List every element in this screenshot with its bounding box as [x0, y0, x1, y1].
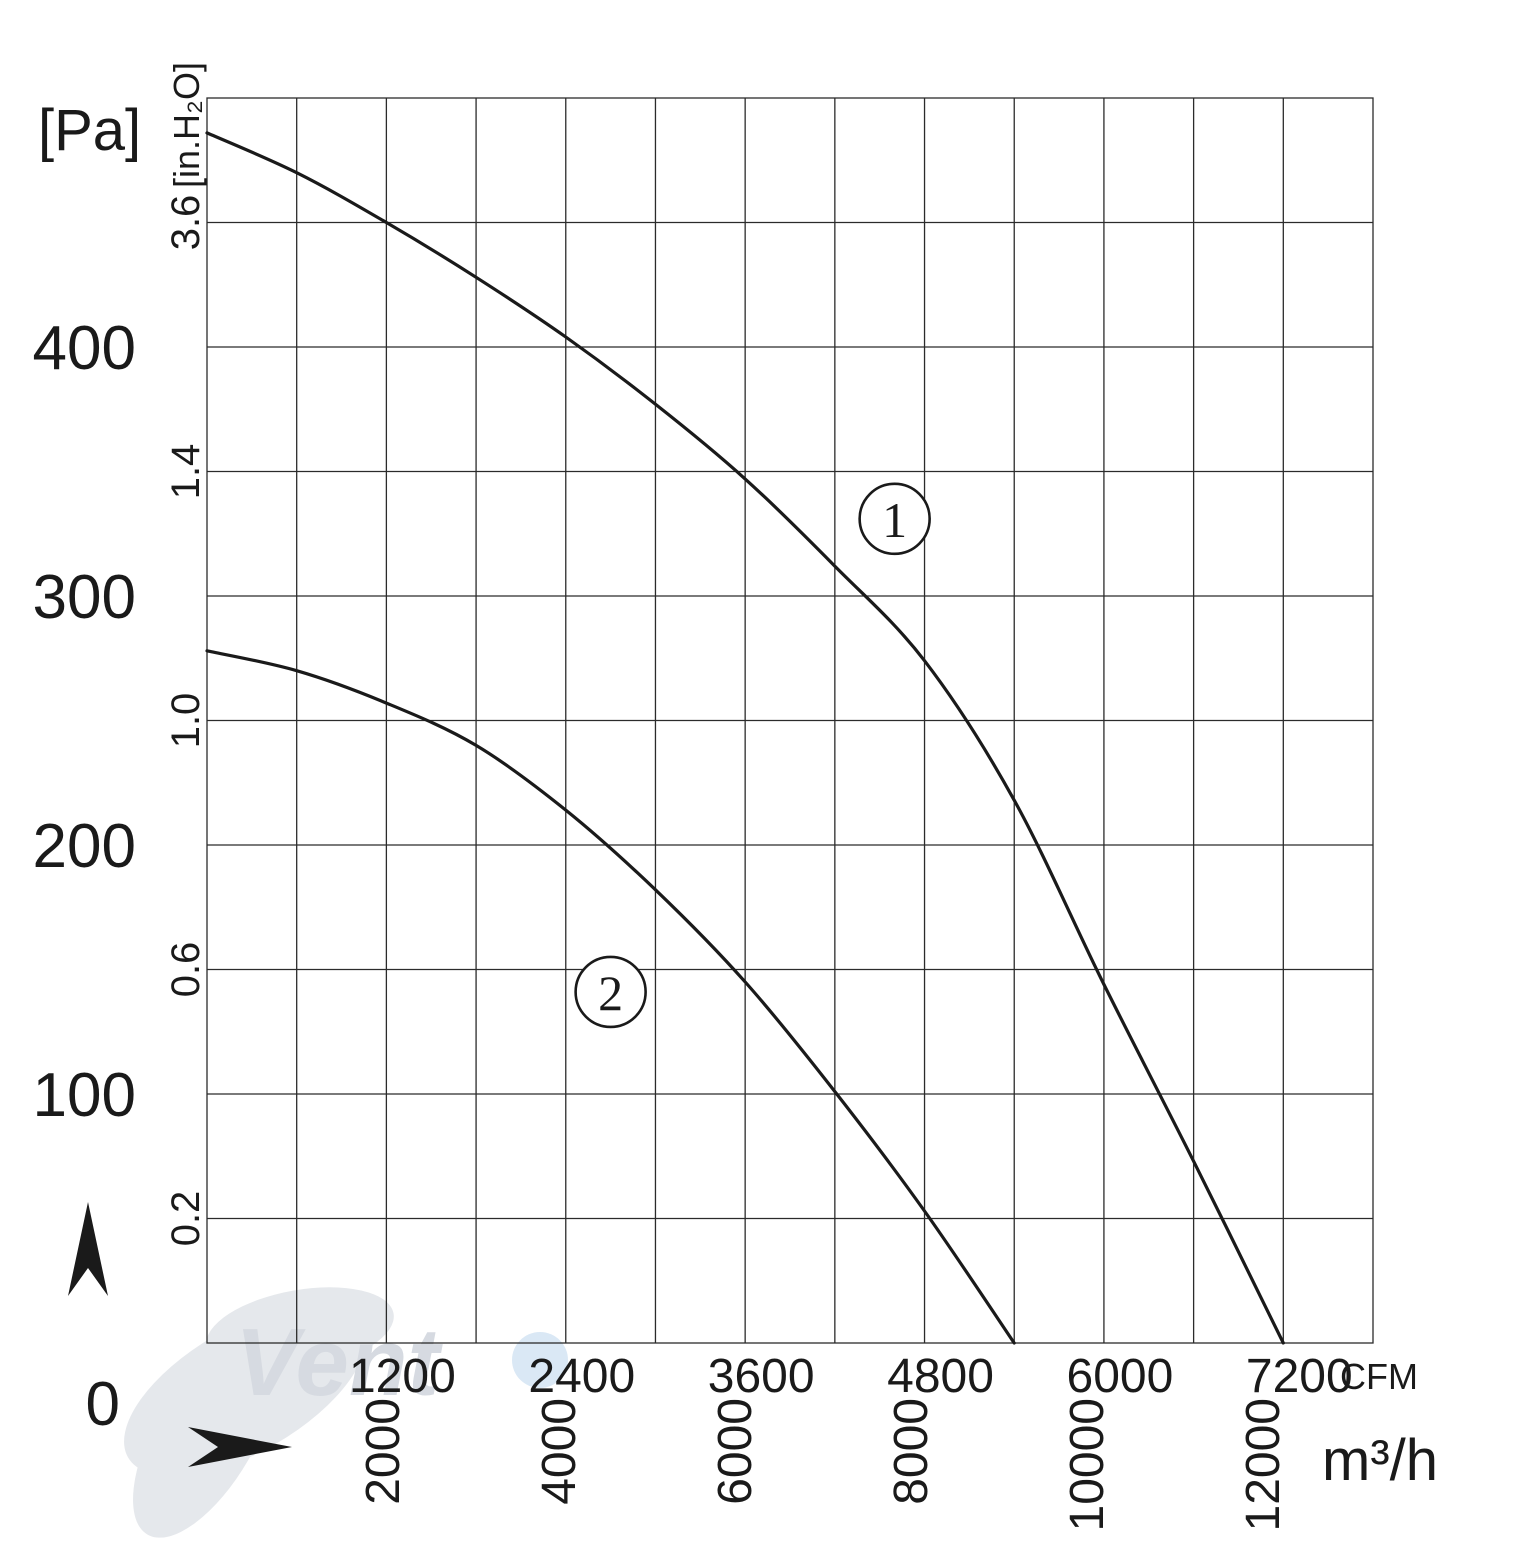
curves: [205, 131, 1285, 1345]
x-tick-label-m3h: 2000: [357, 1398, 410, 1505]
series-line-2: [205, 649, 1016, 1345]
x-tick-label-m3h: 12000: [1237, 1398, 1290, 1531]
x-axis-m3h: m³/h 2000 4000 6000 8000 10000 12000: [357, 1398, 1438, 1531]
y-axis-unit-pa: [Pa]: [38, 98, 141, 163]
x-tick-label-cfm: 4800: [887, 1350, 994, 1403]
series-label-1: 1: [882, 492, 907, 548]
series-label-2: 2: [598, 965, 623, 1021]
series-badge-2: [574, 955, 647, 1029]
y-tick-label-inh2o: 3.6: [164, 195, 208, 251]
watermark: Vent: [124, 1287, 568, 1538]
x-axis-unit-cfm: CFM: [1340, 1356, 1418, 1397]
y-tick-label-pa: 100: [33, 1061, 136, 1130]
x-tick-label-m3h: 6000: [709, 1398, 762, 1505]
y-tick-label-inh2o: 1.4: [164, 444, 208, 500]
plot-grid: [206, 97, 1374, 1344]
x-tick-label-cfm: 3600: [708, 1350, 815, 1403]
watermark-dot: [512, 1332, 568, 1388]
x-tick-label-cfm: 6000: [1067, 1350, 1174, 1403]
y-tick-label-pa: 0: [86, 1370, 120, 1439]
y-tick-label-inh2o: 1.0: [164, 693, 208, 749]
x-tick-label-m3h: 4000: [533, 1398, 586, 1505]
x-tick-label-m3h: 10000: [1061, 1398, 1114, 1531]
x-tick-label-cfm: 1200: [349, 1350, 456, 1403]
x-tick-label-m3h: 8000: [885, 1398, 938, 1505]
y-axis-unit-inh2o: [in.H₂O]: [166, 62, 207, 188]
series-badge-1: [858, 482, 931, 556]
arrow-up-icon: [68, 1202, 108, 1296]
series-line-1: [205, 131, 1285, 1345]
arrow-right-icon: [188, 1427, 292, 1467]
x-tick-label-cfm: 2400: [528, 1350, 635, 1403]
series-labels: 12: [574, 482, 931, 1029]
x-tick-label-cfm: 7200: [1246, 1350, 1353, 1403]
y-tick-label-inh2o: 0.6: [164, 942, 208, 998]
y-tick-label-pa: 300: [33, 563, 136, 632]
y-tick-label-pa: 200: [33, 812, 136, 881]
x-axis-unit-m3h: m³/h: [1322, 1428, 1438, 1493]
y-axis-inh2o: [in.H₂O] 0.2 0.6 1.0 1.4 3.6: [164, 62, 208, 1246]
x-axis-cfm: CFM 1200 2400 3600 4800 6000 7200: [349, 1350, 1418, 1403]
y-tick-label-pa: 400: [33, 314, 136, 383]
watermark-text: Vent: [235, 1309, 444, 1416]
y-axis-pa: [Pa] 0 100 200 300 400: [33, 98, 142, 1439]
y-tick-label-inh2o: 0.2: [164, 1191, 208, 1247]
